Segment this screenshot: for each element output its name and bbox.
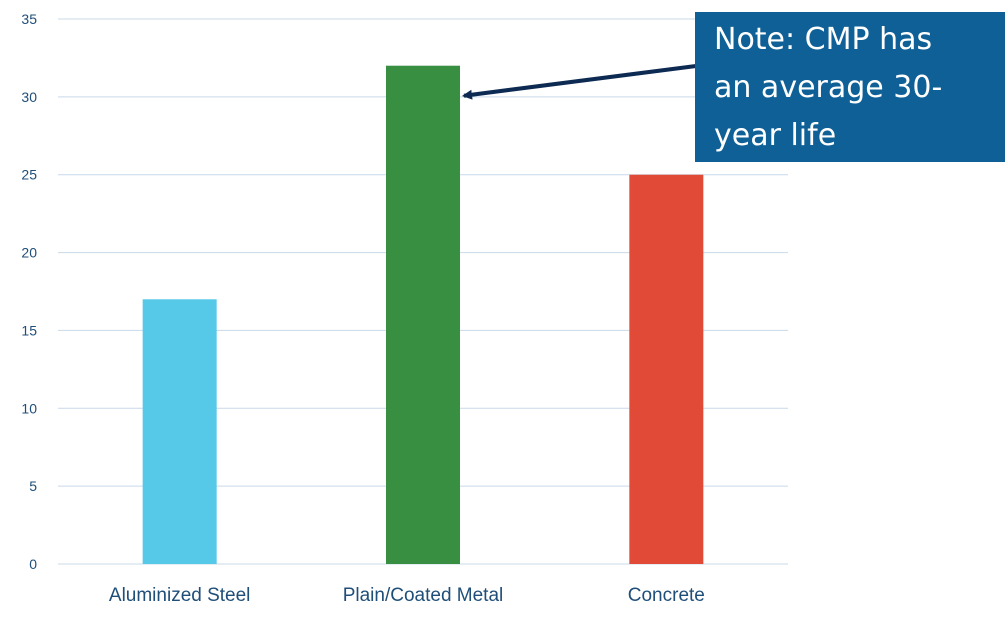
bar-concrete xyxy=(629,174,704,564)
y-tick-label: 0 xyxy=(29,556,37,572)
annotation-note-box: Note: CMP has an average 30- year life xyxy=(695,12,1005,162)
annotation-line-3: year life xyxy=(714,118,837,153)
annotation-line-1: Note: CMP has xyxy=(714,22,933,57)
y-axis: 0 5 10 15 20 25 30 35 xyxy=(21,11,37,572)
bar-aluminized-steel xyxy=(142,299,217,564)
y-tick-label: 35 xyxy=(21,11,37,27)
y-tick-label: 10 xyxy=(21,400,37,416)
y-tick-label: 20 xyxy=(21,245,37,261)
bars xyxy=(142,65,704,564)
y-tick-label: 30 xyxy=(21,89,37,105)
y-tick-label: 15 xyxy=(21,322,37,338)
y-tick-label: 25 xyxy=(21,167,37,183)
annotation-line-2: an average 30- xyxy=(714,70,943,105)
x-axis: Aluminized Steel Plain/Coated Metal Concre… xyxy=(109,585,705,606)
y-tick-label: 5 xyxy=(29,478,37,494)
bar-plain-coated-metal xyxy=(386,65,460,564)
x-tick-label: Concrete xyxy=(628,585,705,606)
annotation-arrow xyxy=(462,64,697,100)
x-tick-label: Aluminized Steel xyxy=(109,585,251,606)
x-tick-label: Plain/Coated Metal xyxy=(343,585,504,606)
